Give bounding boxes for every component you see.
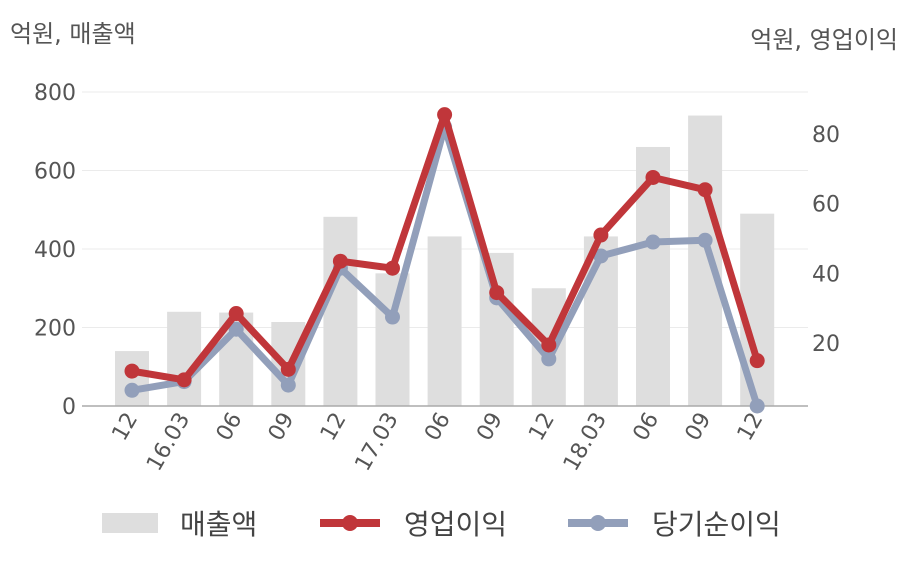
- bar: [479, 252, 514, 406]
- left-axis-unit: 억원, 매출액: [10, 20, 136, 48]
- series-point: [385, 260, 400, 276]
- series-point: [176, 372, 192, 388]
- series-point: [697, 232, 713, 248]
- x-tick-label: 12: [524, 409, 560, 446]
- x-tick-label: 12: [733, 409, 769, 446]
- right-tick-label: 80: [812, 123, 840, 148]
- series-point: [541, 337, 557, 353]
- legend: 매출액 영업이익 당기순이익: [0, 498, 908, 548]
- series-point: [645, 234, 661, 250]
- series-point: [124, 382, 140, 398]
- x-tick-label: 09: [264, 409, 300, 446]
- left-tick-label: 200: [34, 317, 76, 342]
- right-axis-unit: 억원, 영업이익: [750, 26, 898, 54]
- right-tick-label: 60: [812, 193, 840, 218]
- x-tick-label: 09: [472, 409, 508, 446]
- bar: [167, 311, 202, 406]
- x-tick-label: 16.03: [142, 409, 195, 476]
- left-tick-label: 600: [34, 160, 76, 185]
- bar: [688, 115, 723, 407]
- bar: [375, 273, 410, 406]
- x-tick-label: 09: [681, 409, 717, 446]
- x-tick-label: 06: [629, 409, 665, 446]
- legend-item-revenue: 매출액: [102, 498, 257, 548]
- series-point: [280, 377, 296, 393]
- legend-label-revenue: 매출액: [180, 508, 258, 541]
- series-point: [332, 253, 348, 269]
- legend-label-operating-profit: 영업이익: [404, 508, 508, 541]
- right-tick-label: 40: [812, 262, 840, 287]
- series-point: [437, 107, 453, 123]
- x-tick-label: 06: [420, 409, 456, 446]
- series-point: [593, 248, 609, 264]
- x-tick-label: 12: [316, 409, 352, 446]
- legend-swatch-operating-profit: [320, 515, 380, 531]
- left-tick-label: 0: [62, 395, 76, 420]
- series-point: [228, 321, 244, 337]
- series-point: [593, 227, 609, 243]
- series-point: [124, 363, 140, 379]
- series-point: [541, 351, 557, 367]
- series-point: [385, 309, 400, 325]
- x-tick-label: 18.03: [559, 409, 612, 476]
- left-tick-label: 400: [34, 238, 76, 263]
- series-point: [645, 169, 661, 185]
- bar: [427, 236, 462, 406]
- series-point: [749, 398, 765, 414]
- x-tick-label: 06: [212, 409, 248, 446]
- legend-swatch-bar: [102, 513, 158, 533]
- series-point: [280, 361, 296, 377]
- legend-label-net-income: 당기순이익: [652, 508, 781, 541]
- legend-swatch-net-income: [568, 515, 628, 531]
- right-tick-label: 20: [812, 332, 840, 357]
- series-point: [228, 306, 244, 322]
- series-point: [489, 285, 505, 301]
- bar: [323, 216, 358, 406]
- x-tick-label: 17.03: [351, 409, 404, 476]
- x-tick-label: 12: [108, 409, 144, 446]
- left-tick-label: 800: [34, 81, 76, 106]
- legend-item-net-income: 당기순이익: [566, 498, 781, 548]
- series-point: [697, 182, 713, 198]
- legend-item-operating-profit: 영업이익: [318, 498, 507, 548]
- series-point: [749, 353, 765, 369]
